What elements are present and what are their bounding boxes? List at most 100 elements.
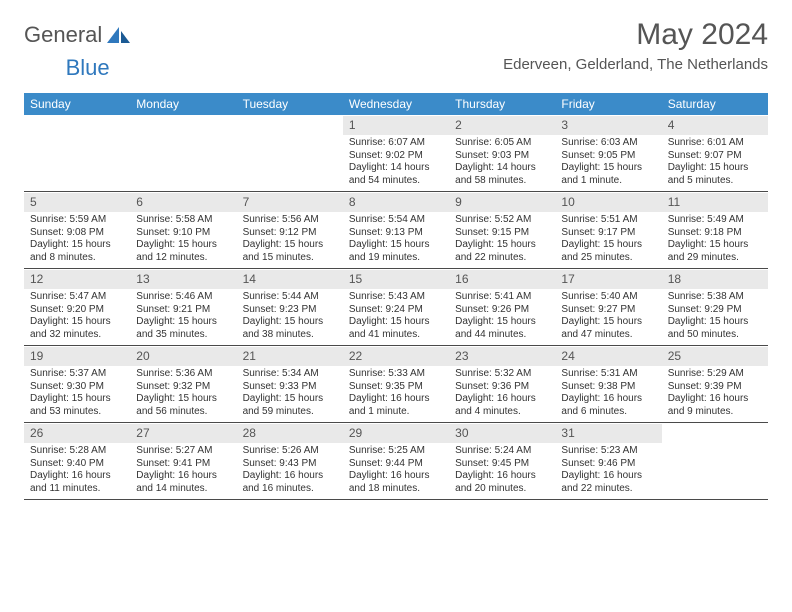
- day-header-tue: Tuesday: [237, 93, 343, 115]
- day-number: 3: [555, 115, 661, 135]
- week-row: 5 Sunrise: 5:59 AMSunset: 9:08 PM Daylight…: [24, 192, 768, 269]
- daylight-text: Daylight: 15 hours and 29 minutes.: [668, 239, 762, 264]
- daylight-text: Daylight: 16 hours and 16 minutes.: [243, 470, 337, 495]
- day-cell: 16Sunrise: 5:41 AMSunset: 9:26 PMDayligh…: [449, 269, 555, 345]
- day-cell: 8Sunrise: 5:54 AMSunset: 9:13 PMDaylight…: [343, 192, 449, 268]
- sunset-text: Sunset: 9:23 PM: [243, 304, 337, 317]
- day-number: 8: [343, 192, 449, 212]
- sunrise-text: Sunrise: 6:03 AM: [561, 137, 655, 150]
- day-content: Sunrise: 5:56 AMSunset: 9:12 PMDaylight:…: [237, 212, 343, 268]
- weeks-container: 1Sunrise: 6:07 AMSunset: 9:02 PMDaylight…: [24, 115, 768, 500]
- sunrise-text: Sunrise: 5:27 AM: [136, 445, 230, 458]
- daylight-text: Daylight: 15 hours and 35 minutes.: [136, 316, 230, 341]
- day-cell: 26Sunrise: 5:28 AMSunset: 9:40 PMDayligh…: [24, 423, 130, 499]
- day-cell: 1Sunrise: 6:07 AMSunset: 9:02 PMDaylight…: [343, 115, 449, 191]
- day-cell: [24, 115, 130, 191]
- sunset-text: Sunset: 9:02 PM: [349, 150, 443, 163]
- day-content: Sunrise: 5:28 AMSunset: 9:40 PMDaylight:…: [24, 443, 130, 499]
- day-content: Sunrise: 6:07 AMSunset: 9:02 PMDaylight:…: [343, 135, 449, 191]
- day-number: 26: [24, 423, 130, 443]
- day-cell: 19Sunrise: 5:37 AMSunset: 9:30 PMDayligh…: [24, 346, 130, 422]
- day-cell: 6Sunrise: 5:58 AMSunset: 9:10 PMDaylight…: [130, 192, 236, 268]
- day-header-sat: Saturday: [662, 93, 768, 115]
- sunrise-text: Sunrise: 5:59 AM: [30, 214, 124, 227]
- sunrise-text: Sunrise: 5:46 AM: [136, 291, 230, 304]
- day-cell: 27Sunrise: 5:27 AMSunset: 9:41 PMDayligh…: [130, 423, 236, 499]
- day-cell: [130, 115, 236, 191]
- day-content: Sunrise: 5:43 AMSunset: 9:24 PMDaylight:…: [343, 289, 449, 345]
- day-number: [237, 115, 343, 133]
- sunrise-text: Sunrise: 5:40 AM: [561, 291, 655, 304]
- day-content: Sunrise: 5:41 AMSunset: 9:26 PMDaylight:…: [449, 289, 555, 345]
- sunset-text: Sunset: 9:12 PM: [243, 227, 337, 240]
- day-content: Sunrise: 5:37 AMSunset: 9:30 PMDaylight:…: [24, 366, 130, 422]
- sunset-text: Sunset: 9:40 PM: [30, 458, 124, 471]
- day-number: 29: [343, 423, 449, 443]
- day-number: 6: [130, 192, 236, 212]
- day-cell: 18Sunrise: 5:38 AMSunset: 9:29 PMDayligh…: [662, 269, 768, 345]
- sunrise-text: Sunrise: 5:37 AM: [30, 368, 124, 381]
- day-number: 7: [237, 192, 343, 212]
- daylight-text: Daylight: 14 hours and 54 minutes.: [349, 162, 443, 187]
- day-cell: 3 Sunrise: 6:03 AMSunset: 9:05 PMDaylight…: [555, 115, 661, 191]
- day-number: 15: [343, 269, 449, 289]
- sunset-text: Sunset: 9:46 PM: [561, 458, 655, 471]
- sunset-text: Sunset: 9:33 PM: [243, 381, 337, 394]
- daylight-text: Daylight: 15 hours and 1 minute.: [561, 162, 655, 187]
- location-text: Ederveen, Gelderland, The Netherlands: [503, 56, 768, 73]
- day-cell: 17Sunrise: 5:40 AMSunset: 9:27 PMDayligh…: [555, 269, 661, 345]
- sunrise-text: Sunrise: 5:29 AM: [668, 368, 762, 381]
- sunset-text: Sunset: 9:17 PM: [561, 227, 655, 240]
- day-cell: 2Sunrise: 6:05 AMSunset: 9:03 PMDaylight…: [449, 115, 555, 191]
- day-content: Sunrise: 5:49 AMSunset: 9:18 PMDaylight:…: [662, 212, 768, 268]
- sunrise-text: Sunrise: 5:38 AM: [668, 291, 762, 304]
- day-number: 5: [24, 192, 130, 212]
- day-content: Sunrise: 5:40 AMSunset: 9:27 PMDaylight:…: [555, 289, 661, 345]
- sunset-text: Sunset: 9:18 PM: [668, 227, 762, 240]
- sunset-text: Sunset: 9:26 PM: [455, 304, 549, 317]
- day-content: Sunrise: 5:29 AMSunset: 9:39 PMDaylight:…: [662, 366, 768, 422]
- day-content: Sunrise: 5:54 AMSunset: 9:13 PMDaylight:…: [343, 212, 449, 268]
- day-content: Sunrise: 6:05 AMSunset: 9:03 PMDaylight:…: [449, 135, 555, 191]
- day-content-empty: [237, 133, 343, 189]
- sunset-text: Sunset: 9:29 PM: [668, 304, 762, 317]
- day-number: 4: [662, 115, 768, 135]
- daylight-text: Daylight: 16 hours and 9 minutes.: [668, 393, 762, 418]
- day-number: 12: [24, 269, 130, 289]
- day-number: 10: [555, 192, 661, 212]
- day-cell: 28Sunrise: 5:26 AMSunset: 9:43 PMDayligh…: [237, 423, 343, 499]
- page-container: General May 2024 Ederveen, Gelderland, T…: [0, 0, 792, 500]
- logo-text-2: Blue: [66, 55, 110, 80]
- sunset-text: Sunset: 9:24 PM: [349, 304, 443, 317]
- day-number: 18: [662, 269, 768, 289]
- day-number: 21: [237, 346, 343, 366]
- sunset-text: Sunset: 9:03 PM: [455, 150, 549, 163]
- sunset-text: Sunset: 9:08 PM: [30, 227, 124, 240]
- day-number: [24, 115, 130, 133]
- daylight-text: Daylight: 15 hours and 22 minutes.: [455, 239, 549, 264]
- sunrise-text: Sunrise: 5:41 AM: [455, 291, 549, 304]
- day-cell: 11Sunrise: 5:49 AMSunset: 9:18 PMDayligh…: [662, 192, 768, 268]
- sunrise-text: Sunrise: 5:23 AM: [561, 445, 655, 458]
- day-content: Sunrise: 5:46 AMSunset: 9:21 PMDaylight:…: [130, 289, 236, 345]
- day-number: 25: [662, 346, 768, 366]
- logo-text-1: General: [24, 22, 102, 48]
- daylight-text: Daylight: 16 hours and 20 minutes.: [455, 470, 549, 495]
- sunrise-text: Sunrise: 5:34 AM: [243, 368, 337, 381]
- day-number: 30: [449, 423, 555, 443]
- sunset-text: Sunset: 9:05 PM: [561, 150, 655, 163]
- sunset-text: Sunset: 9:35 PM: [349, 381, 443, 394]
- day-number: [662, 423, 768, 441]
- day-content: Sunrise: 5:27 AMSunset: 9:41 PMDaylight:…: [130, 443, 236, 499]
- day-cell: 29Sunrise: 5:25 AMSunset: 9:44 PMDayligh…: [343, 423, 449, 499]
- sunrise-text: Sunrise: 5:26 AM: [243, 445, 337, 458]
- day-header-thu: Thursday: [449, 93, 555, 115]
- daylight-text: Daylight: 15 hours and 19 minutes.: [349, 239, 443, 264]
- day-content: Sunrise: 5:26 AMSunset: 9:43 PMDaylight:…: [237, 443, 343, 499]
- sunrise-text: Sunrise: 5:52 AM: [455, 214, 549, 227]
- sunset-text: Sunset: 9:13 PM: [349, 227, 443, 240]
- sunset-text: Sunset: 9:30 PM: [30, 381, 124, 394]
- day-number: 28: [237, 423, 343, 443]
- daylight-text: Daylight: 15 hours and 59 minutes.: [243, 393, 337, 418]
- day-number: 19: [24, 346, 130, 366]
